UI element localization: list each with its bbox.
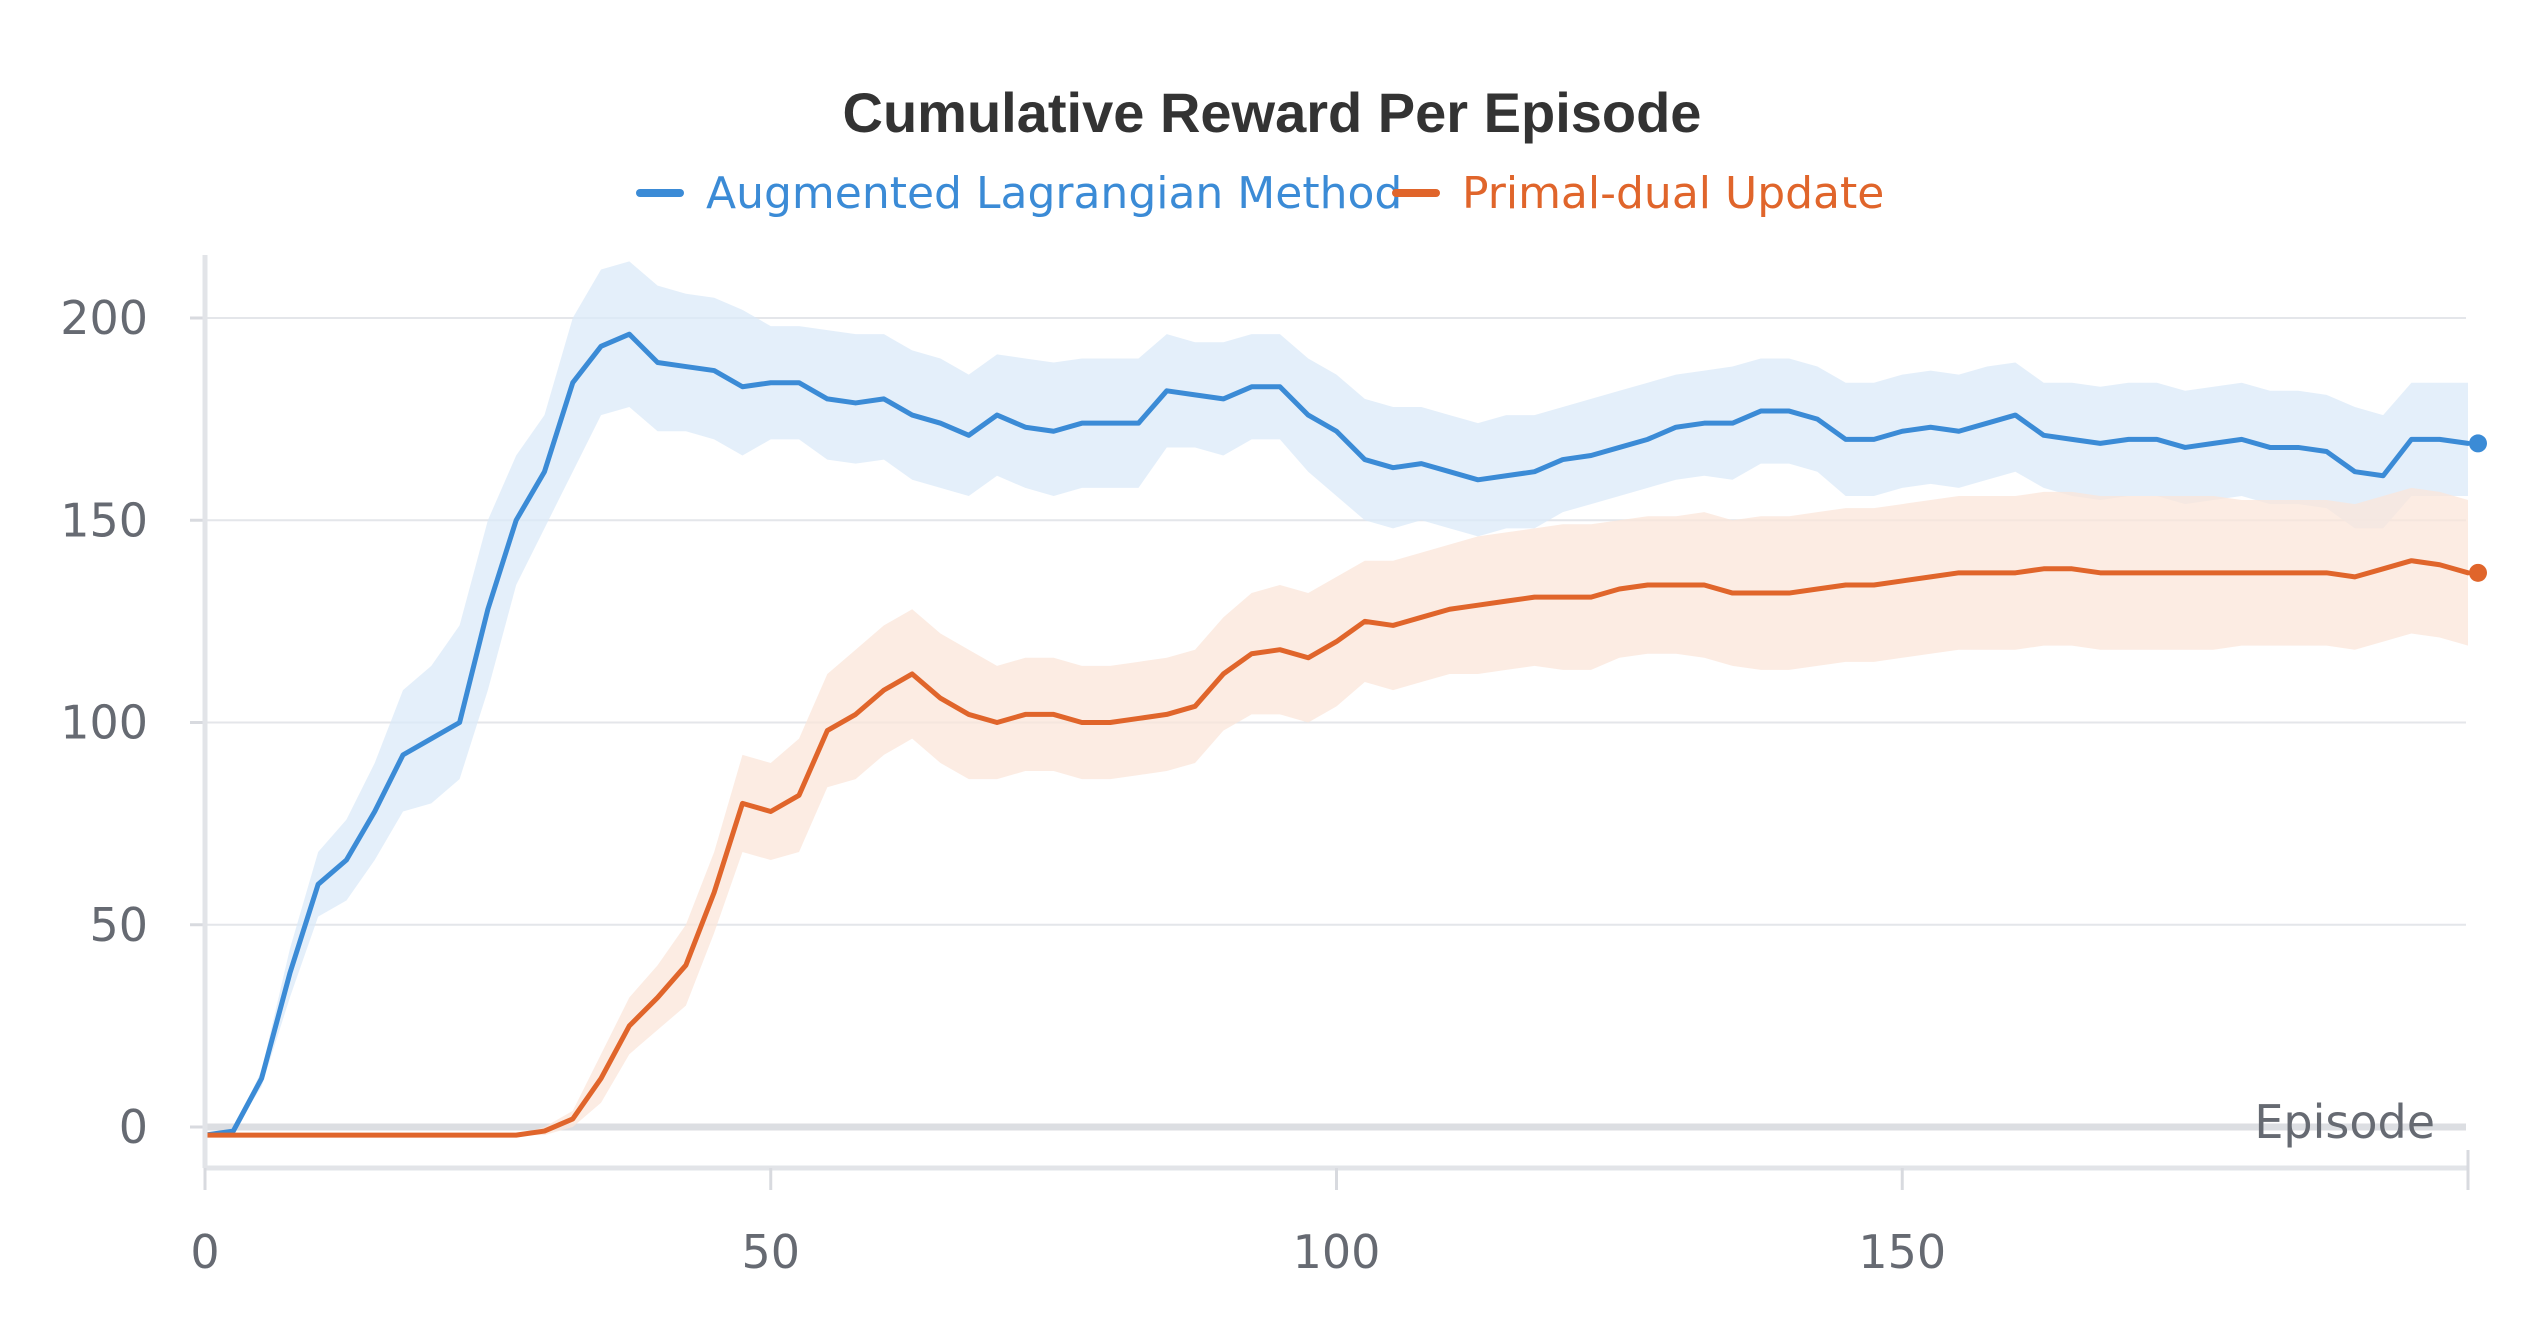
- confidence-bands: [205, 261, 2468, 1136]
- end-markers: [2469, 434, 2487, 582]
- band-series-1: [205, 487, 2468, 1136]
- end-marker-series-1: [2469, 563, 2487, 582]
- legend[interactable]: Augmented Lagrangian Method Primal-dual U…: [636, 168, 1884, 219]
- x-tick-label-50: 50: [741, 1225, 800, 1279]
- y-tick-label-100: 100: [60, 696, 148, 750]
- band-series-0: [205, 261, 2468, 1136]
- line-series-1: [202, 558, 2471, 1138]
- y-tick-label-50: 50: [89, 898, 148, 952]
- axes: 0 50 100 150 200 0 50 100 150: [60, 255, 2470, 1279]
- chart-title: Cumulative Reward Per Episode: [843, 81, 1702, 144]
- x-axis-label: Episode: [2254, 1095, 2435, 1149]
- legend-label-series-1: Primal-dual Update: [1462, 168, 1884, 219]
- line-series-0: [202, 331, 2471, 1138]
- x-tick-label-100: 100: [1293, 1225, 1381, 1279]
- y-tick-label-150: 150: [60, 493, 148, 547]
- y-tick-label-200: 200: [60, 291, 148, 345]
- y-tick-label-0: 0: [119, 1100, 148, 1154]
- x-tick-label-150: 150: [1858, 1225, 1946, 1279]
- x-tick-label-0: 0: [190, 1225, 219, 1279]
- legend-label-series-0: Augmented Lagrangian Method: [706, 168, 1402, 219]
- series-lines: [202, 331, 2471, 1138]
- end-marker-series-0: [2469, 434, 2487, 453]
